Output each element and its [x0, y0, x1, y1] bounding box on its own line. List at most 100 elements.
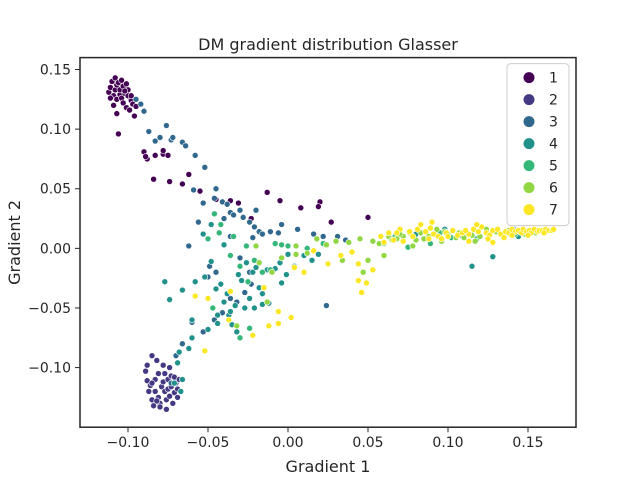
point-series-7	[425, 235, 433, 243]
point-series-1	[150, 175, 157, 183]
point-series-7	[355, 277, 362, 284]
point-series-3	[323, 302, 330, 309]
point-series-7	[310, 247, 317, 255]
legend-label: 2	[549, 93, 558, 109]
point-series-5	[209, 304, 217, 312]
x-tick-label: −0.05	[187, 435, 230, 451]
point-series-1	[185, 171, 193, 178]
point-series-7	[409, 233, 417, 240]
point-series-6	[332, 237, 340, 245]
point-series-7	[355, 260, 362, 268]
legend-marker	[523, 116, 535, 128]
point-series-7	[550, 225, 557, 233]
point-series-7	[462, 227, 469, 234]
point-series-6	[313, 235, 321, 243]
point-series-2	[153, 357, 161, 364]
point-series-7	[473, 221, 481, 228]
point-series-4	[171, 379, 178, 387]
point-series-5	[243, 242, 250, 250]
legend-label: 6	[549, 181, 558, 197]
point-series-4	[235, 271, 242, 278]
point-series-1	[119, 99, 127, 107]
point-series-4	[284, 251, 292, 258]
point-series-6	[255, 259, 263, 266]
point-series-1	[327, 218, 335, 226]
point-series-7	[399, 237, 407, 245]
point-series-1	[315, 203, 322, 210]
point-series-7	[393, 229, 401, 237]
point-series-4	[174, 359, 181, 367]
point-series-1	[121, 87, 129, 95]
point-series-7	[500, 234, 508, 241]
point-series-4	[166, 296, 173, 303]
point-series-4	[199, 230, 207, 238]
point-series-4	[204, 326, 212, 333]
point-series-5	[204, 235, 212, 243]
point-series-4	[220, 241, 228, 249]
point-series-2	[174, 394, 181, 401]
point-series-2	[163, 406, 170, 413]
legend-box	[506, 63, 570, 227]
point-series-7	[540, 229, 548, 237]
point-series-3	[294, 225, 301, 233]
point-series-3	[212, 268, 220, 276]
point-series-2	[169, 400, 177, 407]
point-series-3	[239, 214, 247, 221]
point-series-5	[236, 334, 244, 342]
point-series-7	[369, 266, 377, 274]
point-series-4	[212, 285, 220, 293]
x-tick-label: 0.15	[512, 435, 543, 451]
point-series-6	[356, 235, 364, 243]
point-series-5	[215, 229, 223, 237]
point-series-3	[227, 295, 234, 302]
point-series-2	[150, 402, 157, 410]
point-series-4	[214, 320, 221, 327]
legend-label: 1	[549, 71, 558, 87]
point-series-6	[471, 237, 479, 245]
point-series-7	[225, 316, 233, 324]
point-series-3	[278, 221, 285, 228]
point-series-4	[188, 334, 196, 342]
point-series-7	[385, 229, 393, 237]
point-series-7	[508, 231, 516, 239]
point-series-4	[207, 221, 215, 228]
point-series-3	[140, 107, 148, 115]
point-series-1	[111, 74, 119, 82]
point-series-4	[238, 277, 245, 284]
x-tick-label: −0.10	[107, 435, 150, 451]
point-series-7	[417, 221, 425, 228]
point-series-4	[214, 311, 221, 319]
point-series-4	[227, 308, 234, 315]
data-points	[105, 74, 557, 413]
point-series-2	[148, 352, 156, 359]
point-series-3	[249, 234, 257, 241]
point-series-6	[380, 252, 388, 259]
point-series-2	[143, 361, 151, 369]
point-series-3	[137, 100, 145, 108]
point-series-4	[246, 295, 253, 302]
point-series-5	[246, 324, 253, 332]
point-series-5	[244, 278, 252, 286]
point-series-7	[348, 248, 356, 256]
point-series-4	[207, 258, 215, 265]
point-series-4	[251, 304, 258, 312]
point-series-4	[191, 278, 199, 286]
point-series-1	[127, 92, 135, 100]
y-tick-label: −0.05	[28, 301, 71, 317]
point-series-7	[260, 284, 268, 292]
point-series-3	[163, 122, 170, 129]
point-series-5	[278, 241, 285, 249]
point-series-4	[220, 298, 228, 306]
point-series-4	[185, 345, 193, 352]
point-series-7	[300, 268, 308, 276]
point-series-7	[337, 252, 345, 259]
point-series-7	[363, 279, 370, 287]
point-series-4	[161, 278, 169, 286]
x-tick-label: 0.00	[272, 435, 303, 451]
point-series-7	[191, 292, 199, 300]
legend-marker	[523, 94, 535, 106]
y-tick-label: 0.05	[40, 182, 71, 198]
point-series-3	[252, 206, 260, 214]
point-series-7	[204, 295, 212, 302]
point-series-4	[489, 253, 497, 261]
